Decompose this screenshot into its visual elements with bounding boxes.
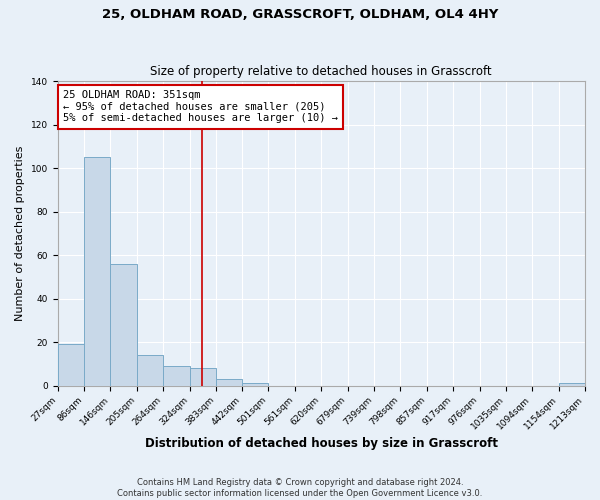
Text: 25 OLDHAM ROAD: 351sqm
← 95% of detached houses are smaller (205)
5% of semi-det: 25 OLDHAM ROAD: 351sqm ← 95% of detached… (63, 90, 338, 124)
Bar (137, 355, 163, 386)
X-axis label: Distribution of detached houses by size in Grasscroft: Distribution of detached houses by size … (145, 437, 498, 450)
Bar (216, 379, 242, 386)
Bar (190, 368, 216, 386)
Bar (163, 366, 190, 386)
Bar (84, 157, 110, 386)
Title: Size of property relative to detached houses in Grasscroft: Size of property relative to detached ho… (151, 66, 492, 78)
Bar (110, 264, 137, 386)
Bar (242, 384, 268, 386)
Bar (58, 344, 84, 386)
Bar (559, 384, 585, 386)
Y-axis label: Number of detached properties: Number of detached properties (15, 146, 25, 321)
Text: Contains HM Land Registry data © Crown copyright and database right 2024.
Contai: Contains HM Land Registry data © Crown c… (118, 478, 482, 498)
Text: 25, OLDHAM ROAD, GRASSCROFT, OLDHAM, OL4 4HY: 25, OLDHAM ROAD, GRASSCROFT, OLDHAM, OL4… (102, 8, 498, 20)
